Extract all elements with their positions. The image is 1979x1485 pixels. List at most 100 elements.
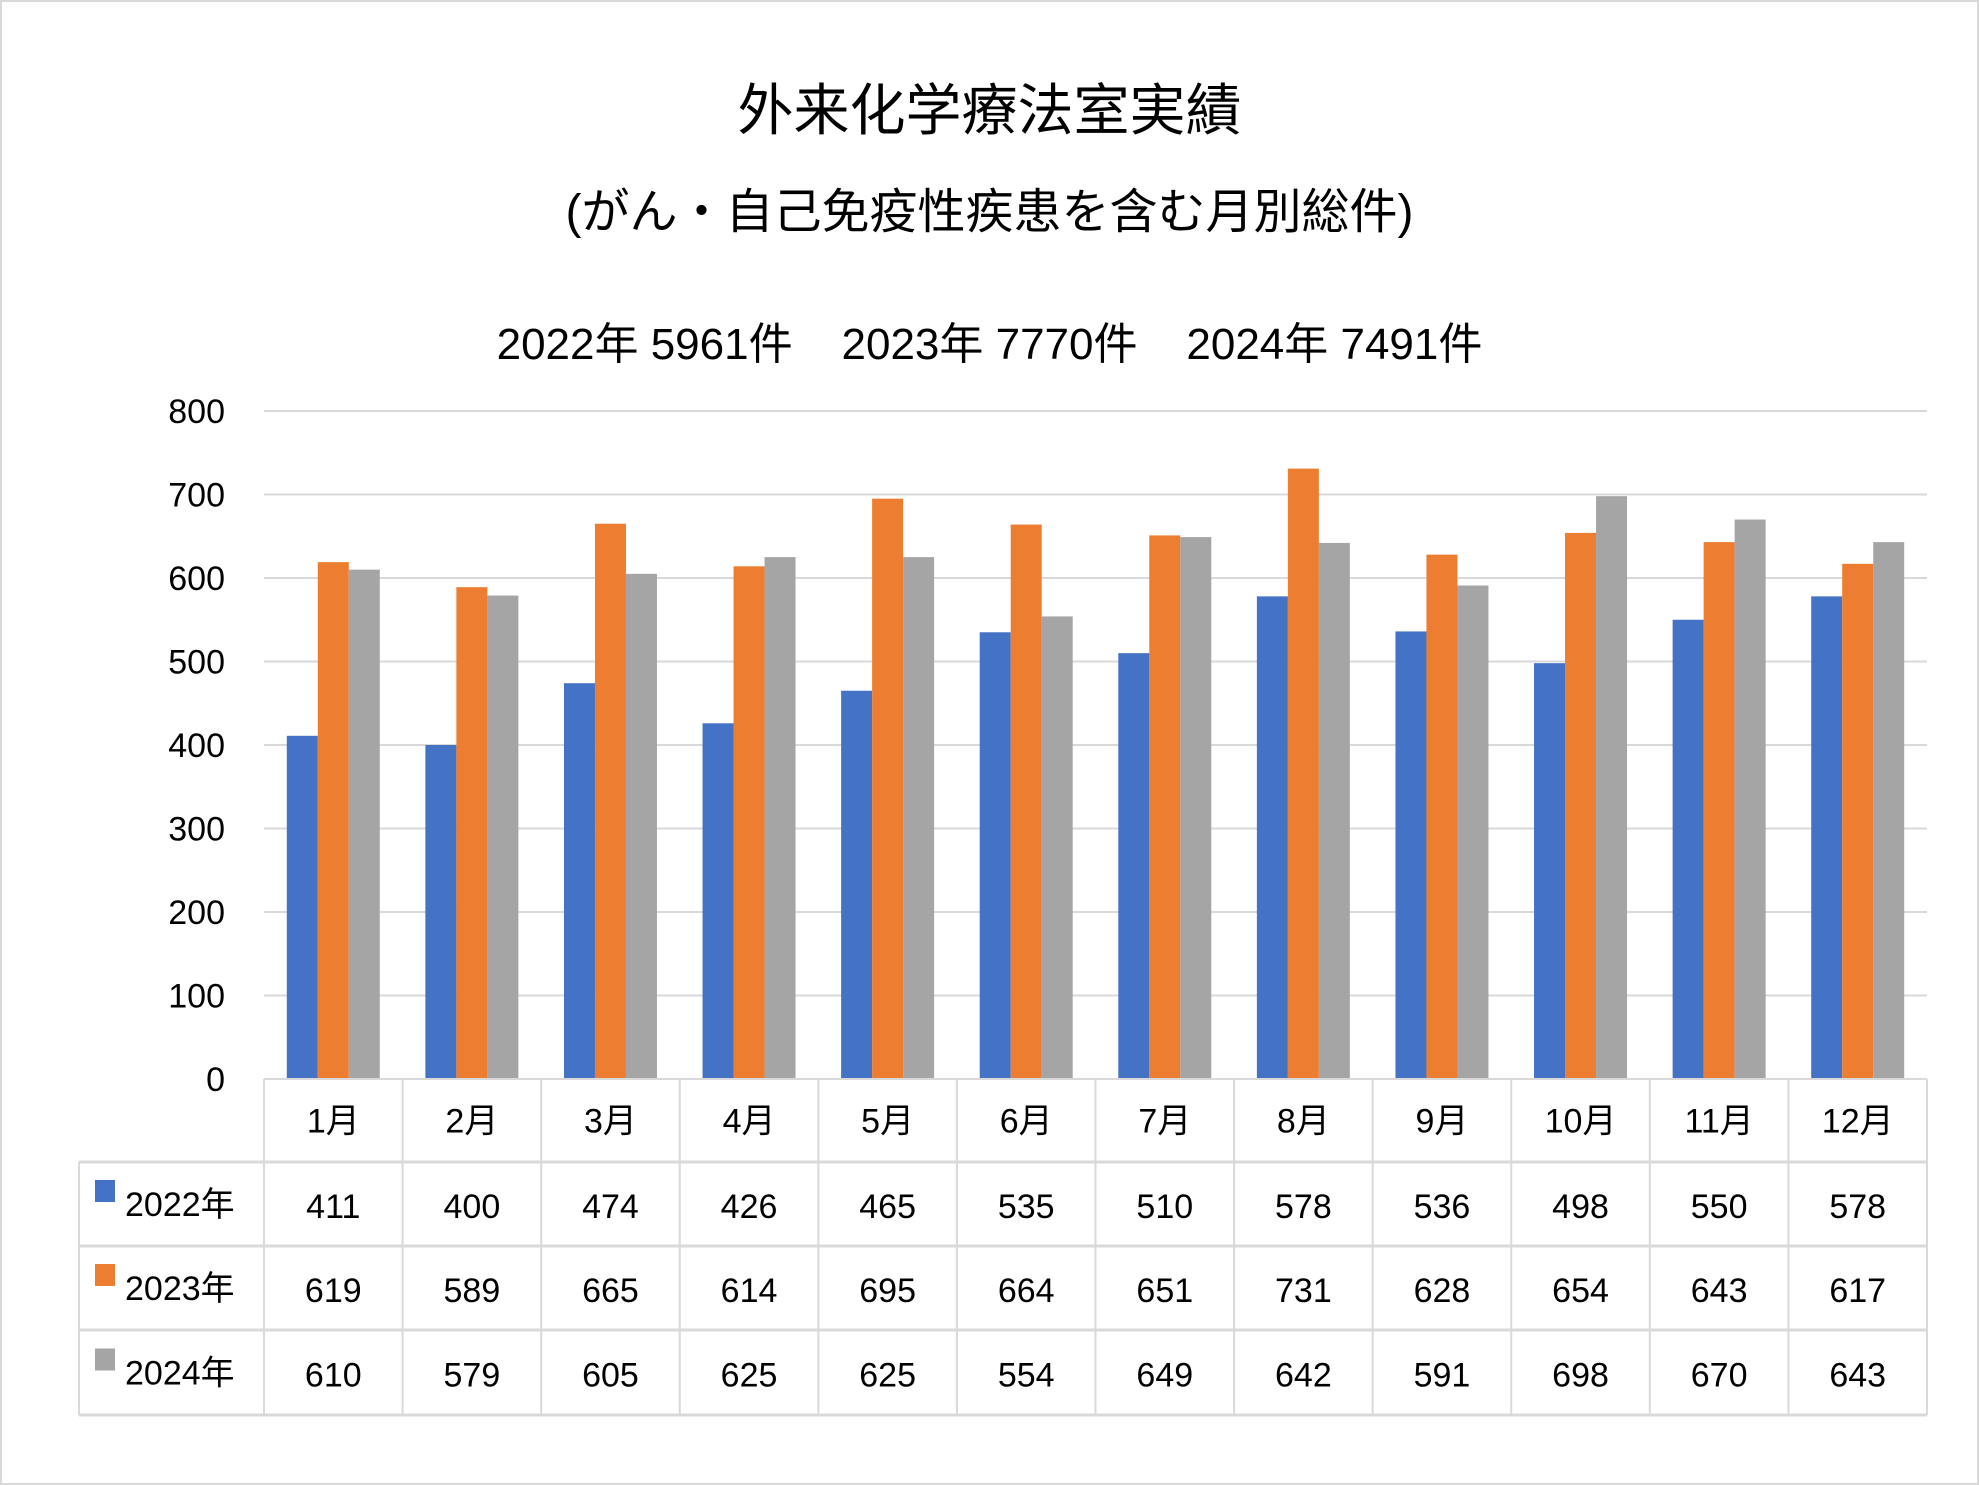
y-tick-label: 0 [206, 1061, 225, 1099]
y-tick-label: 400 [168, 727, 225, 765]
x-tick-label: 2月 [445, 1103, 498, 1141]
data-table-cell: 589 [444, 1272, 501, 1310]
legend-key-2024年 [95, 1348, 115, 1371]
data-table-cell: 642 [1275, 1357, 1332, 1395]
bar-2022年-4月 [702, 723, 734, 1079]
bar-2022年-10月 [1534, 663, 1566, 1079]
x-tick-label: 4月 [723, 1103, 776, 1141]
bar-2022年-7月 [1118, 653, 1150, 1079]
x-tick-label: 7月 [1138, 1103, 1191, 1141]
bar-2024年-1月 [348, 569, 380, 1079]
x-tick-label: 12月 [1822, 1103, 1894, 1141]
data-table-cell: 649 [1136, 1357, 1193, 1395]
y-tick-label: 600 [168, 560, 225, 598]
data-table-cell: 465 [859, 1188, 916, 1226]
data-table-cell: 698 [1552, 1357, 1609, 1395]
data-table-cell: 625 [721, 1357, 778, 1395]
bar-2024年-9月 [1457, 585, 1489, 1079]
bar-2023年-2月 [456, 587, 488, 1079]
data-table-cell: 579 [444, 1357, 501, 1395]
data-table-cell: 643 [1829, 1357, 1886, 1395]
data-table-cell: 695 [859, 1272, 916, 1310]
data-table-cell: 578 [1275, 1188, 1332, 1226]
x-tick-label: 10月 [1545, 1103, 1617, 1141]
x-tick-label: 3月 [584, 1103, 637, 1141]
data-table-cell: 643 [1691, 1272, 1748, 1310]
bar-2022年-6月 [979, 632, 1011, 1079]
chart-subtitle: (がん・自己免疫性疾患を含む月別総件) [565, 186, 1414, 239]
bar-2023年-10月 [1565, 532, 1597, 1079]
data-table-cell: 665 [582, 1272, 639, 1310]
data-table-cell: 498 [1552, 1188, 1609, 1226]
chart-title: 外来化学療法室実績 [737, 79, 1242, 142]
bar-2024年-10月 [1596, 496, 1628, 1079]
bar-2024年-4月 [764, 557, 796, 1079]
data-table-cell: 614 [721, 1272, 778, 1310]
data-table-cell: 578 [1829, 1188, 1886, 1226]
data-table-cell: 536 [1414, 1188, 1471, 1226]
bar-2023年-8月 [1287, 468, 1319, 1079]
legend-label: 2024年 [125, 1355, 235, 1393]
bar-2022年-9月 [1395, 631, 1427, 1079]
bar-2023年-4月 [733, 566, 765, 1079]
bar-2024年-2月 [487, 595, 519, 1079]
data-table-cell: 510 [1136, 1188, 1193, 1226]
legend-key-2023年 [95, 1264, 115, 1286]
data-table-cell: 651 [1136, 1272, 1193, 1310]
y-tick-label: 300 [168, 811, 225, 849]
y-tick-label: 500 [168, 644, 225, 682]
data-table-cell: 617 [1829, 1272, 1886, 1310]
bar-2023年-9月 [1426, 554, 1458, 1079]
x-tick-label: 9月 [1415, 1103, 1468, 1141]
bar-2024年-8月 [1318, 542, 1350, 1079]
bar-2022年-1月 [286, 735, 318, 1079]
data-table-cell: 591 [1414, 1357, 1471, 1395]
data-table-cell: 625 [859, 1357, 916, 1395]
data-table-cell: 731 [1275, 1272, 1332, 1310]
data-table-cell: 474 [582, 1188, 639, 1226]
y-tick-label: 800 [168, 393, 225, 431]
x-tick-label: 11月 [1684, 1103, 1753, 1141]
legend-key-2022年 [95, 1180, 115, 1202]
bar-2022年-2月 [425, 745, 457, 1079]
data-table-cell: 670 [1691, 1357, 1748, 1395]
bar-2023年-5月 [872, 498, 904, 1079]
x-tick-label: 5月 [861, 1103, 914, 1141]
data-table-cell: 411 [306, 1188, 360, 1226]
data-table-cell: 605 [582, 1357, 639, 1395]
data-table-cell: 550 [1691, 1188, 1748, 1226]
y-tick-label: 100 [168, 978, 225, 1016]
bar-2022年-12月 [1811, 596, 1843, 1079]
bar-2022年-11月 [1672, 619, 1704, 1079]
bar-2024年-3月 [625, 573, 657, 1079]
bar-2024年-5月 [903, 557, 935, 1079]
x-tick-label: 8月 [1277, 1103, 1330, 1141]
bar-2022年-8月 [1256, 596, 1288, 1079]
data-table-cell: 535 [998, 1188, 1055, 1226]
bar-2023年-3月 [594, 523, 626, 1079]
data-table-cell: 619 [305, 1272, 362, 1310]
data-table-cell: 400 [444, 1188, 501, 1226]
legend-label: 2023年 [125, 1270, 235, 1308]
legend-label: 2022年 [125, 1186, 235, 1224]
x-tick-label: 1月 [307, 1103, 360, 1141]
yearly-totals: 2022年 5961件 2023年 7770件 2024年 7491件 [496, 320, 1483, 369]
data-table-cell: 554 [998, 1357, 1055, 1395]
y-tick-label: 700 [168, 477, 225, 515]
bar-2023年-1月 [317, 562, 349, 1079]
bar-2022年-5月 [841, 690, 873, 1079]
bar-2024年-6月 [1041, 616, 1073, 1079]
bar-2022年-3月 [563, 683, 595, 1079]
data-table-cell: 654 [1552, 1272, 1609, 1310]
x-tick-label: 6月 [1000, 1103, 1053, 1141]
bar-2024年-12月 [1873, 542, 1905, 1079]
bar-2023年-6月 [1010, 524, 1042, 1079]
data-table-cell: 628 [1414, 1272, 1471, 1310]
data-table-cell: 426 [721, 1188, 778, 1226]
data-table-cell: 664 [998, 1272, 1055, 1310]
bar-2024年-11月 [1734, 519, 1766, 1079]
bar-2023年-11月 [1703, 542, 1735, 1079]
bar-2023年-7月 [1149, 535, 1181, 1079]
